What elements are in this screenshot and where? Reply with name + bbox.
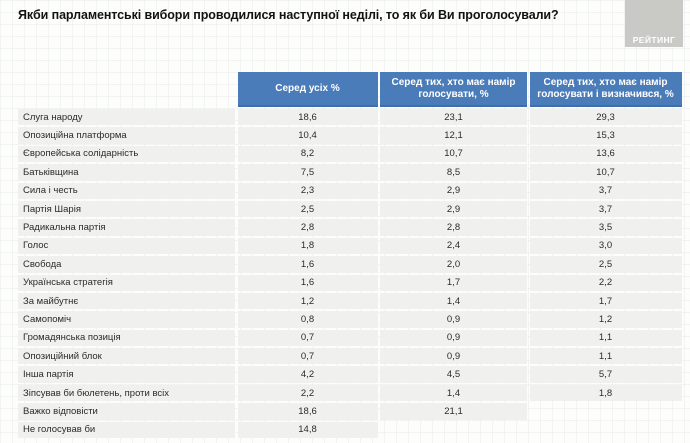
value-intend-and-decided: 13,6: [529, 145, 682, 163]
party-label: Українська стратегія: [18, 274, 235, 291]
party-label: Інша партія: [18, 366, 235, 383]
value-among-all: 0,8: [237, 311, 378, 328]
value-intend-and-decided: [530, 422, 682, 438]
value-intend-to-vote: 21,1: [380, 403, 527, 420]
value-intend-and-decided: 2,5: [529, 256, 682, 273]
value-intend-and-decided: 15,3: [529, 127, 682, 144]
value-intend-to-vote: [380, 422, 527, 438]
value-intend-and-decided: 1,7: [529, 292, 682, 310]
value-among-all: 1,6: [237, 274, 378, 291]
value-among-all: 2,3: [237, 182, 378, 199]
value-among-all: 1,2: [237, 292, 378, 310]
value-among-all: 8,2: [237, 145, 378, 163]
party-label: Опозиційний блок: [18, 348, 235, 365]
header-spacer: [18, 72, 235, 107]
value-among-all: 0,7: [237, 329, 378, 347]
value-intend-to-vote: 2,9: [380, 200, 527, 218]
value-among-all: 10,4: [237, 127, 378, 144]
value-intend-to-vote: 2,8: [380, 219, 527, 236]
value-intend-and-decided: 3,0: [529, 237, 682, 255]
party-label: Свобода: [18, 256, 235, 273]
party-label: За майбутнє: [18, 292, 235, 310]
party-label: Не голосував би: [18, 421, 235, 439]
value-intend-and-decided: 1,2: [529, 311, 682, 328]
party-label: Радикальна партія: [18, 219, 235, 236]
value-among-all: 14,8: [237, 421, 378, 439]
value-among-all: 7,5: [237, 164, 378, 181]
column-header-intend-and-decided: Серед тих, хто має намір голосувати і ви…: [529, 72, 682, 107]
value-intend-and-decided: 5,7: [529, 366, 682, 383]
value-intend-to-vote: 1,4: [380, 384, 527, 402]
value-among-all: 2,5: [237, 200, 378, 218]
party-label: Батьківщина: [18, 164, 235, 181]
party-label: Голос: [18, 237, 235, 255]
value-intend-to-vote: 12,1: [380, 127, 527, 144]
rating-agency-logo: РЕЙТИНГ: [625, 0, 683, 47]
value-intend-to-vote: 0,9: [380, 348, 527, 365]
value-among-all: 4,2: [237, 366, 378, 383]
value-intend-to-vote: 23,1: [380, 109, 527, 126]
value-intend-and-decided: 29,3: [529, 109, 682, 126]
value-intend-and-decided: 1,1: [529, 348, 682, 365]
value-among-all: 18,6: [237, 109, 378, 126]
party-label: Зіпсував би бюлетень, проти всіх: [18, 384, 235, 402]
value-among-all: 18,6: [237, 403, 378, 420]
value-among-all: 2,2: [237, 384, 378, 402]
column-header-intend-to-vote: Серед тих, хто має намір голосувати, %: [380, 72, 527, 107]
value-intend-and-decided: 1,8: [529, 384, 682, 402]
value-intend-and-decided: 3,5: [529, 219, 682, 236]
value-among-all: 1,8: [237, 237, 378, 255]
value-intend-to-vote: 2,4: [380, 237, 527, 255]
value-intend-to-vote: 0,9: [380, 329, 527, 347]
value-intend-and-decided: 3,7: [529, 182, 682, 199]
value-intend-to-vote: 0,9: [380, 311, 527, 328]
value-intend-to-vote: 1,7: [380, 274, 527, 291]
party-label: Опозиційна платформа: [18, 127, 235, 144]
page-title: Якби парламентські вибори проводилися на…: [18, 8, 559, 22]
value-intend-and-decided: 10,7: [529, 164, 682, 181]
party-label: Громадянська позиція: [18, 329, 235, 347]
party-label: Європейська солідарність: [18, 145, 235, 163]
value-intend-to-vote: 2,9: [380, 182, 527, 199]
party-label: Партія Шарія: [18, 200, 235, 218]
value-intend-to-vote: 10,7: [380, 145, 527, 163]
party-label: Сила і честь: [18, 182, 235, 199]
party-label: Слуга народу: [18, 109, 235, 126]
value-among-all: 2,8: [237, 219, 378, 236]
value-intend-to-vote: 2,0: [380, 256, 527, 273]
value-intend-to-vote: 4,5: [380, 366, 527, 383]
value-intend-and-decided: 3,7: [529, 200, 682, 218]
party-label: Важко відповісти: [18, 403, 235, 420]
value-intend-and-decided: [530, 403, 682, 419]
rating-agency-logo-label: РЕЙТИНГ: [632, 35, 676, 45]
value-among-all: 1,6: [237, 256, 378, 273]
value-among-all: 0,7: [237, 348, 378, 365]
party-label: Самопоміч: [18, 311, 235, 328]
poll-results-table: Серед усіх % Серед тих, хто має намір го…: [18, 72, 682, 439]
value-intend-and-decided: 1,1: [529, 329, 682, 347]
value-intend-to-vote: 8,5: [380, 164, 527, 181]
column-header-among-all: Серед усіх %: [237, 72, 378, 107]
value-intend-and-decided: 2,2: [529, 274, 682, 291]
value-intend-to-vote: 1,4: [380, 292, 527, 310]
